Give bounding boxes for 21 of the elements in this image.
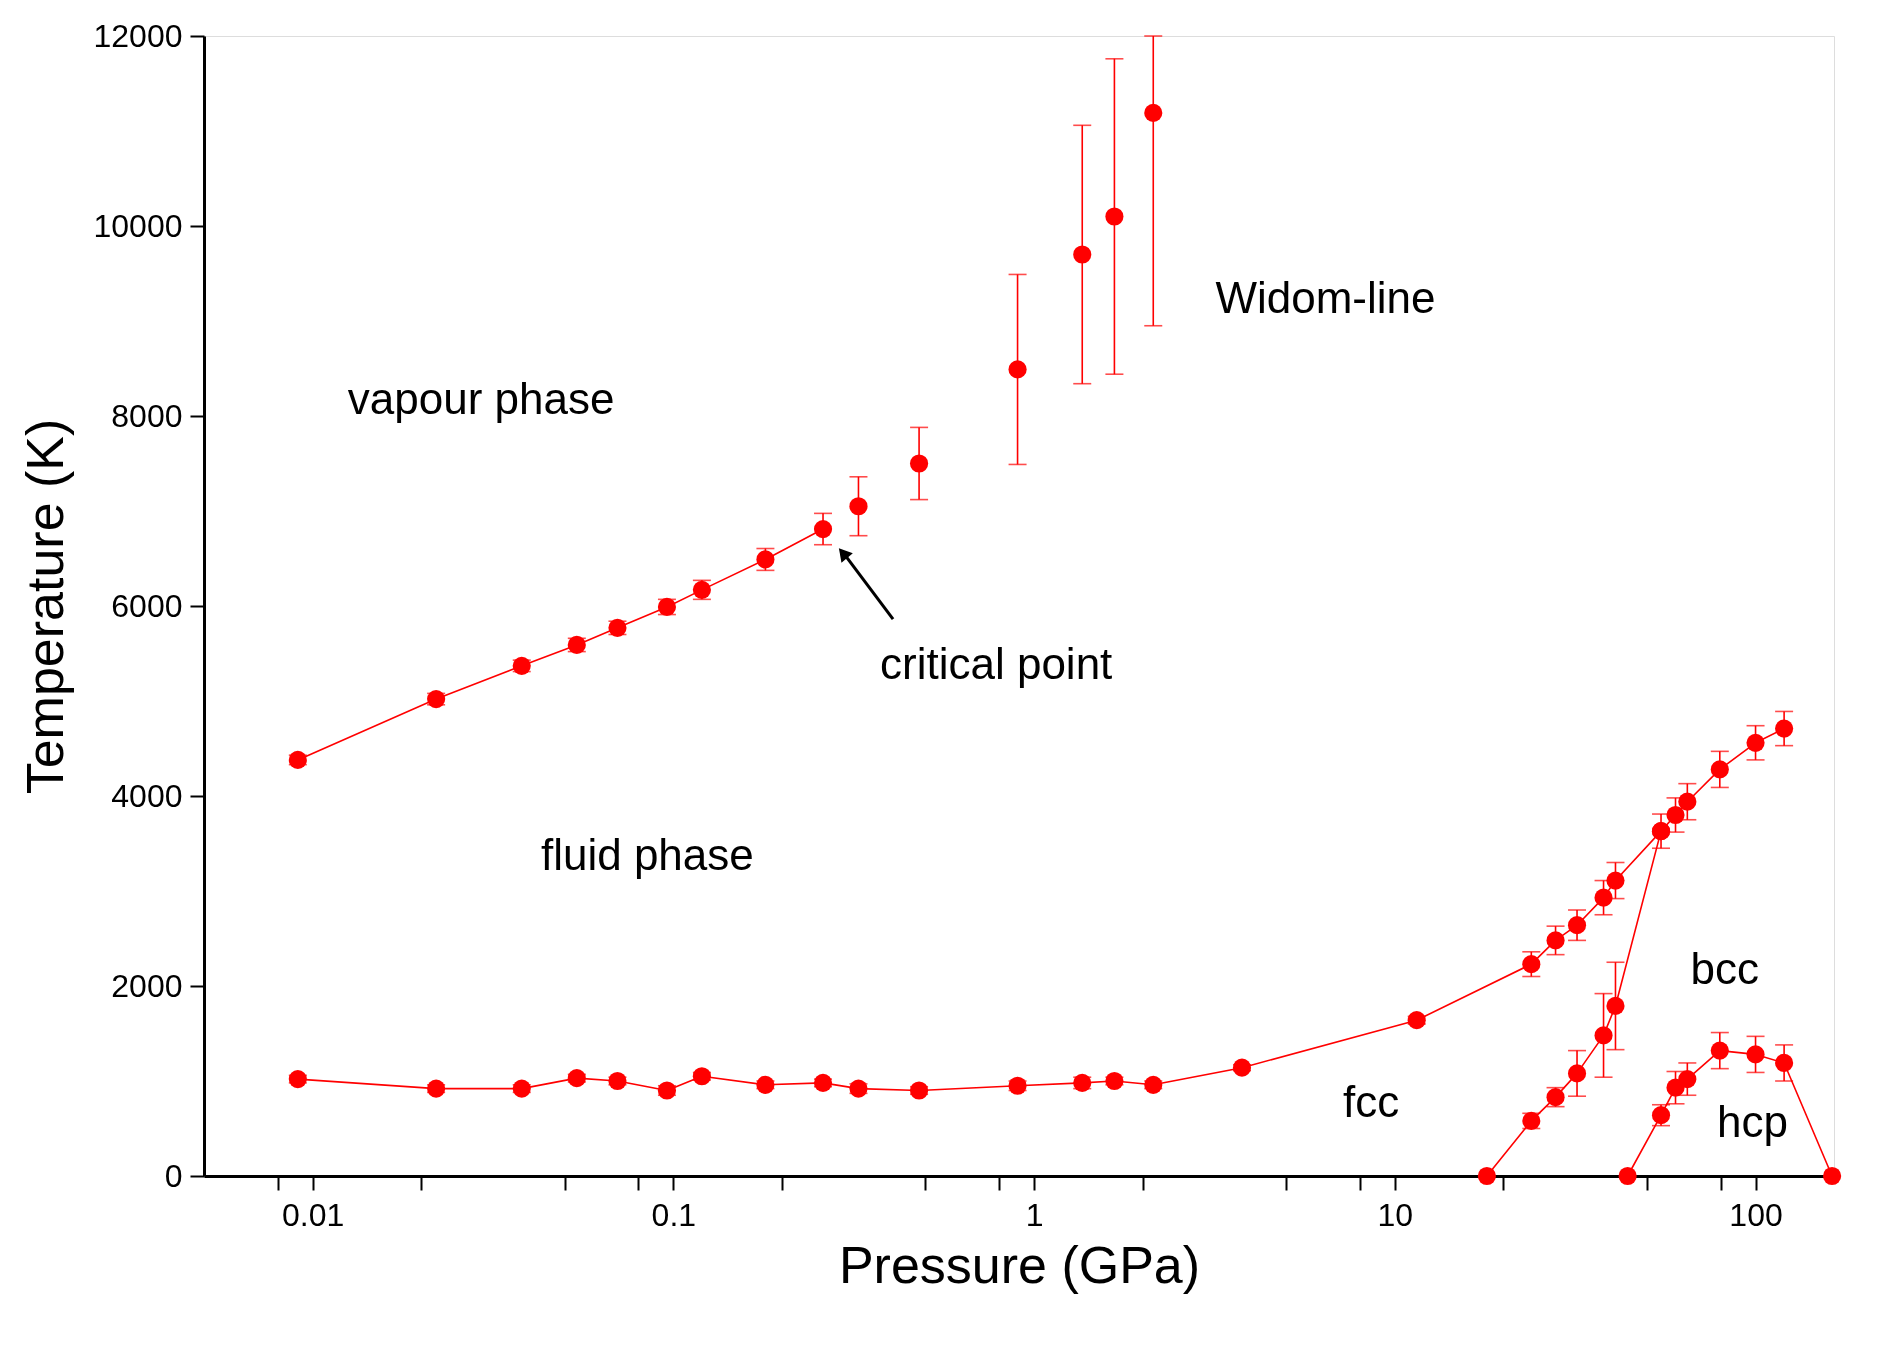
annotation: hcp — [1717, 1096, 1788, 1146]
y-tick-label: 4000 — [111, 777, 183, 814]
y-axis-title: Temperature (K) — [15, 418, 74, 795]
x-tick-label: 10 — [1377, 1196, 1414, 1233]
annotation: critical point — [880, 639, 1113, 689]
annotation: vapour phase — [347, 373, 615, 423]
y-tick-label: 2000 — [111, 967, 183, 1004]
y-tick-label: 0 — [164, 1157, 183, 1194]
annotation: Widom-line — [1215, 273, 1436, 323]
x-tick-label: 100 — [1729, 1196, 1783, 1233]
annotation: bcc — [1690, 943, 1760, 993]
x-axis-title: Pressure (GPa) — [838, 1235, 1201, 1294]
y-tick-label: 10000 — [93, 207, 183, 244]
x-tick-label: 0.1 — [651, 1196, 697, 1233]
y-tick-label: 12000 — [93, 17, 183, 54]
x-tick-label: 0.01 — [281, 1196, 345, 1233]
x-tick-label: 1 — [1025, 1196, 1044, 1233]
annotation: fluid phase — [540, 829, 754, 879]
annotation: fcc — [1342, 1077, 1400, 1127]
y-tick-label: 8000 — [111, 397, 183, 434]
y-tick-label: 6000 — [111, 587, 183, 624]
